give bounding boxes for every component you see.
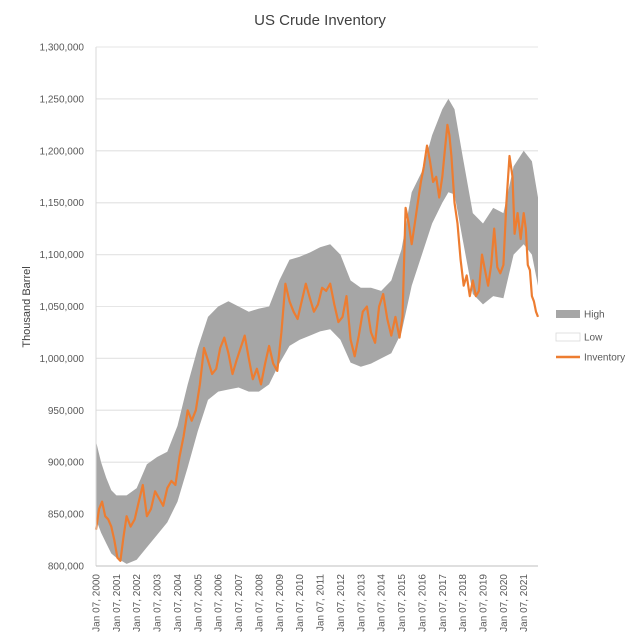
x-tick-label: Jan 07, 2013	[356, 574, 367, 632]
x-tick-labels: Jan 07, 2000 Jan 07, 2001 Jan 07, 2002 Jan …	[92, 574, 531, 632]
y-tick-label: 800,000	[48, 562, 85, 573]
legend-swatch-high	[556, 310, 580, 318]
y-tick-label: 900,000	[48, 458, 85, 469]
x-tick-label: Jan 07, 2018	[458, 574, 469, 632]
y-tick-label: 1,200,000	[40, 146, 85, 157]
x-tick-label: Jan 07, 2008	[254, 574, 265, 632]
x-tick-label: Jan 07, 2021	[519, 574, 530, 632]
x-tick-label: Jan 07, 2006	[214, 574, 225, 632]
x-tick-label: Jan 07, 2003	[153, 574, 164, 632]
y-tick-label: 1,100,000	[40, 250, 85, 261]
legend-label-high: High	[584, 310, 605, 321]
inventory-line	[94, 123, 540, 562]
legend-swatch-low	[555, 332, 581, 342]
y-tick-label: 950,000	[48, 406, 85, 417]
inventory-series	[94, 123, 540, 562]
x-tick-label: Jan 07, 2009	[275, 574, 286, 632]
y-tick-label: 850,000	[48, 510, 85, 521]
x-tick-label: Jan 07, 2002	[132, 574, 143, 632]
x-tick-label: Jan 07, 2019	[479, 574, 490, 632]
x-tick-label: Jan 07, 2017	[438, 574, 449, 632]
y-tick-labels: 800,000 850,000 900,000 950,000 1,000,000 1,0…	[40, 43, 85, 573]
axes	[95, 47, 538, 567]
x-tick-label: Jan 07, 2001	[112, 574, 123, 632]
x-tick-label: Jan 07, 2016	[417, 574, 428, 632]
y-tick-label: 1,000,000	[40, 354, 85, 365]
x-tick-label: Jan 07, 2004	[173, 574, 184, 632]
x-tick-label: Jan 07, 2010	[295, 574, 306, 632]
y-tick-label: 1,050,000	[40, 302, 85, 313]
y-tick-label: 1,300,000	[40, 43, 85, 54]
legend: High Low Inventory	[555, 310, 625, 364]
x-tick-label: Jan 07, 2007	[234, 574, 245, 632]
x-tick-label: Jan 07, 2015	[397, 574, 408, 632]
x-tick-label: Jan 07, 2014	[377, 574, 388, 632]
y-axis-title: Thousand Barrel	[21, 266, 33, 347]
y-tick-label: 1,150,000	[40, 198, 85, 209]
chart-title: US Crude Inventory	[254, 12, 386, 29]
x-tick-label: Jan 07, 2000	[92, 574, 103, 632]
low-area	[96, 192, 538, 567]
legend-label-inventory: Inventory	[584, 353, 625, 364]
y-tick-label: 1,250,000	[40, 94, 85, 105]
high-low-band	[96, 98, 538, 567]
x-tick-label: Jan 07, 2005	[193, 574, 204, 632]
x-tick-label: Jan 07, 2012	[336, 574, 347, 632]
x-tick-label: Jan 07, 2020	[499, 574, 510, 632]
legend-label-low: Low	[584, 333, 603, 344]
x-tick-label: Jan 07, 2011	[316, 574, 327, 632]
